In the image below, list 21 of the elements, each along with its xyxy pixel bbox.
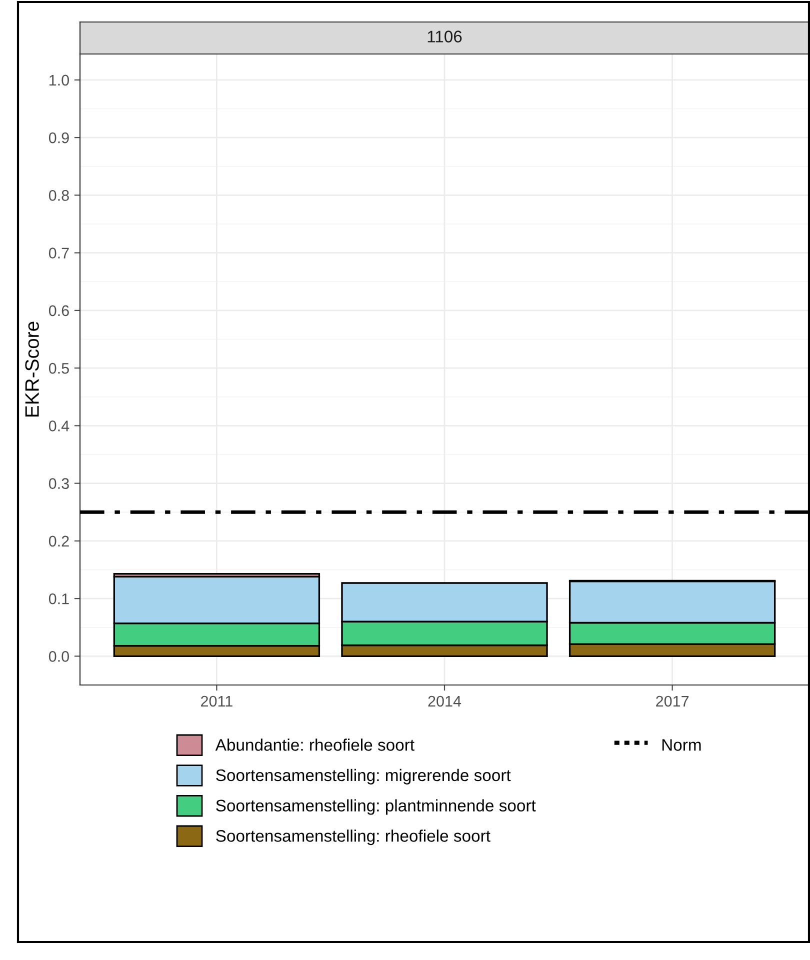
y-tick-label: 0.3 xyxy=(48,478,69,489)
y-tick-label: 0.8 xyxy=(48,190,69,201)
y-tick-label: 0.0 xyxy=(48,651,69,662)
legend-label: Soortensamenstelling: rheofiele soort xyxy=(216,830,490,846)
legend-label: Soortensamenstelling: migrerende soort xyxy=(216,768,511,784)
y-tick-label: 1.0 xyxy=(50,74,69,86)
y-axis-title: EKR-Score xyxy=(25,322,39,417)
y-tick-label: 0.7 xyxy=(48,248,69,258)
y-tick-label: 0.1 xyxy=(48,593,69,604)
x-tick-label: 2014 xyxy=(428,696,462,707)
legend-label: Abundantie: rheofiele soort xyxy=(215,738,414,751)
x-tick-label: 2017 xyxy=(656,696,689,707)
legend-label: Soortensamenstelling: plantminnende soort xyxy=(216,799,536,815)
y-tick-label: 0.6 xyxy=(48,305,69,316)
y-tick-label: 0.4 xyxy=(48,420,70,432)
x-tick-label: 2011 xyxy=(201,696,232,707)
chart-title: 1106 xyxy=(428,30,462,42)
y-tick-label: 0.2 xyxy=(48,536,69,547)
legend-label: Norm xyxy=(662,739,701,751)
y-tick-label: 0.9 xyxy=(48,132,69,144)
y-tick-label: 0.5 xyxy=(48,362,69,374)
